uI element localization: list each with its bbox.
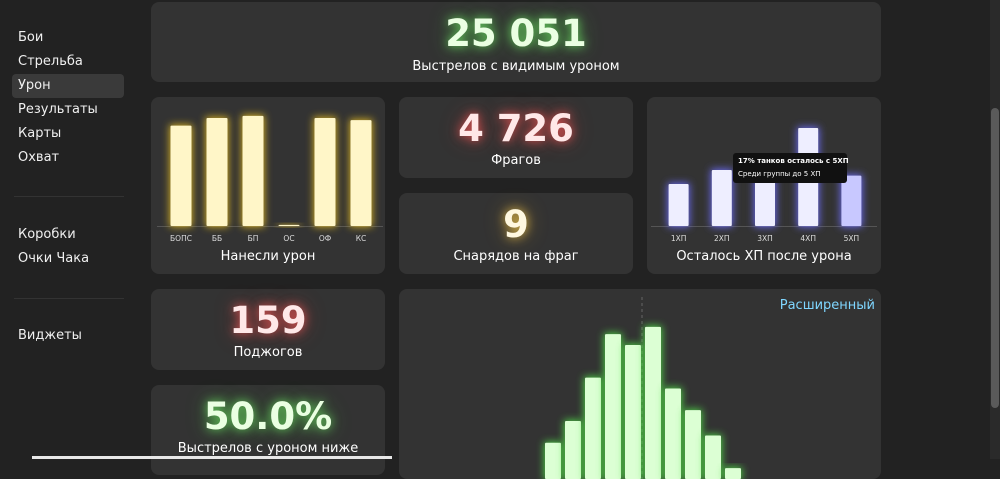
bar-БОПС[interactable] [170, 125, 192, 226]
tick-label: 2ХП [714, 234, 730, 243]
frags-label: Фрагов [491, 153, 541, 168]
hp-left-card: 1ХП 2ХП 3ХП 4ХП 5ХП Осталось ХП после урона … [647, 97, 881, 274]
tick-label: ОФ [319, 234, 332, 243]
scrollbar-thumb[interactable] [991, 108, 999, 408]
tick-label: 5ХП [844, 234, 860, 243]
tooltip-subtitle: Среди группы до 5 ХП [738, 170, 821, 178]
bar-3ХП[interactable] [755, 178, 775, 226]
bar-1[interactable] [545, 442, 561, 479]
fires-value: 159 [229, 299, 307, 342]
nav-item-rezultaty[interactable]: Результаты [18, 102, 98, 117]
bar-ОС[interactable] [278, 224, 300, 226]
bar-10[interactable] [725, 468, 741, 479]
bar-4[interactable] [605, 334, 621, 479]
bottom-bar [32, 456, 392, 459]
nav-item-ohvat[interactable]: Охват [18, 150, 60, 165]
bar-9[interactable] [705, 435, 721, 479]
tooltip-title: 17% танков осталось с 5ХП [738, 157, 849, 165]
tick-label: 1ХП [671, 234, 687, 243]
tick-label: ОС [283, 234, 294, 243]
fires-card: 159 Поджогов [151, 289, 385, 370]
sidebar-divider [14, 298, 124, 299]
below-label: Выстрелов с уроном ниже [177, 441, 359, 456]
distribution-chart [544, 297, 742, 479]
bar-2ХП[interactable] [711, 170, 732, 226]
damage-label: Нанесли урон [220, 249, 316, 264]
nav-item-vidzhety[interactable]: Виджеты [18, 328, 82, 343]
hp-left-label: Осталось ХП после урона [676, 249, 852, 264]
tick-label: ББ [212, 234, 222, 243]
bar-5[interactable] [625, 344, 641, 479]
below-value: 50.0% [203, 395, 333, 438]
bar-2[interactable] [565, 421, 581, 479]
hp-left-chart: 1ХП 2ХП 3ХП 4ХП 5ХП [651, 127, 877, 243]
tick-label: 4ХП [800, 234, 816, 243]
nav-item-strelba[interactable]: Стрельба [18, 54, 83, 69]
bar-ОФ[interactable] [314, 118, 336, 226]
sidebar-divider [14, 196, 124, 197]
tick-label: 3ХП [757, 234, 773, 243]
bar-8[interactable] [685, 410, 701, 479]
bar-7[interactable] [665, 388, 681, 479]
nav-item-korobki[interactable]: Коробки [18, 227, 76, 242]
tick-label: БП [248, 234, 259, 243]
shots-card: 25 051 Выстрелов с видимым уроном [151, 2, 881, 82]
bar-3[interactable] [585, 377, 601, 479]
bar-БП[interactable] [242, 115, 264, 226]
bar-1ХП[interactable] [668, 184, 689, 226]
shells-value: 9 [503, 203, 529, 246]
below-card: 50.0% Выстрелов с уроном ниже [151, 385, 385, 475]
nav-item-karty[interactable]: Карты [18, 126, 62, 141]
nav-item-ochki-chaka[interactable]: Очки Чака [18, 251, 90, 266]
bar-ББ[interactable] [206, 118, 228, 226]
shells-card: 9 Снарядов на фраг [399, 193, 633, 274]
frags-card: 4 726 Фрагов [399, 97, 633, 178]
bar-5ХП[interactable] [841, 175, 862, 226]
distribution-card: Расширенный [399, 289, 881, 479]
chart-tooltip: 17% танков осталось с 5ХП Среди группы д… [733, 153, 849, 183]
fires-label: Поджогов [233, 345, 303, 360]
tick-label: КС [356, 234, 367, 243]
bar-6[interactable] [645, 326, 661, 479]
frags-value: 4 726 [458, 107, 574, 150]
shots-value: 25 051 [445, 12, 587, 55]
shells-label: Снарядов на фраг [453, 249, 579, 264]
damage-card: БОПС ББ БП ОС ОФ КС Нанесли урон [151, 97, 385, 274]
tick-label: БОПС [170, 234, 192, 243]
shots-label: Выстрелов с видимым уроном [412, 59, 620, 74]
sidebar: Бои Стрельба Урон Результаты Карты Охват… [0, 0, 140, 459]
damage-chart: БОПС ББ БП ОС ОФ КС [157, 114, 383, 243]
extended-link[interactable]: Расширенный [779, 298, 875, 313]
nav-item-uron[interactable]: Урон [12, 74, 124, 98]
bar-КС[interactable] [350, 120, 372, 226]
nav-item-boi[interactable]: Бои [18, 30, 44, 45]
